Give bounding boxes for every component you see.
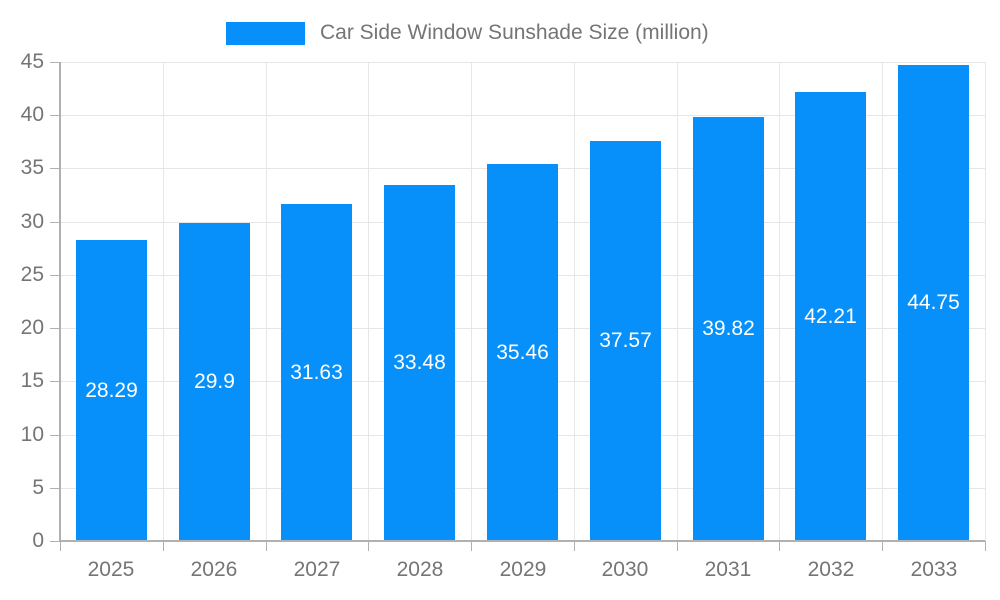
x-axis-tick: [368, 541, 369, 551]
bar-value-label: 37.57: [599, 329, 652, 352]
x-axis-tick: [163, 541, 164, 551]
legend[interactable]: Car Side Window Sunshade Size (million): [226, 21, 709, 45]
y-axis-tick: [50, 62, 60, 63]
y-tick-label: 45: [20, 50, 44, 73]
y-tick-label: 25: [20, 263, 44, 286]
y-gridline: [60, 62, 985, 63]
x-tick-label: 2032: [807, 558, 855, 581]
x-tick-label: 2031: [704, 558, 752, 581]
bar-value-label: 31.63: [290, 360, 343, 384]
x-axis-tick: [574, 541, 575, 551]
y-axis-line: [59, 62, 61, 541]
y-axis-tick: [50, 168, 60, 169]
x-tick-label: 2028: [396, 558, 444, 581]
y-tick-label: 40: [20, 103, 44, 126]
bar-value-label: 29.9: [194, 370, 235, 393]
bar-value-label: 42.21: [804, 304, 857, 328]
bar-value-label: 44.75: [907, 291, 960, 314]
y-gridline: [60, 115, 985, 116]
bar-value-label: 35.46: [496, 340, 549, 364]
x-axis-line: [59, 540, 985, 542]
bar-value-label: 33.48: [393, 351, 446, 374]
x-axis-tick: [985, 541, 986, 551]
x-gridline: [985, 62, 986, 541]
y-tick-label: 15: [20, 369, 44, 392]
y-axis-tick: [50, 222, 60, 223]
bar-2033[interactable]: 44.75: [898, 65, 969, 541]
y-axis-tick: [50, 381, 60, 382]
y-tick-label: 0: [32, 529, 44, 552]
x-axis-tick: [60, 541, 61, 551]
bar-2026[interactable]: 29.9: [179, 223, 250, 541]
x-gridline: [266, 62, 267, 541]
y-tick-label: 5: [32, 476, 44, 499]
y-axis-tick: [50, 328, 60, 329]
y-axis-tick: [50, 275, 60, 276]
x-axis-tick: [882, 541, 883, 551]
bar-value-label: 28.29: [85, 378, 138, 402]
x-tick-label: 2029: [499, 558, 547, 581]
x-tick-label: 2033: [910, 558, 958, 581]
x-gridline: [677, 62, 678, 541]
bar-2027[interactable]: 31.63: [281, 204, 352, 541]
x-tick-label: 2026: [190, 558, 238, 581]
x-axis-tick: [677, 541, 678, 551]
bar-value-label: 39.82: [702, 317, 755, 340]
x-gridline: [163, 62, 164, 541]
y-tick-label: 10: [20, 423, 44, 446]
y-axis-tick: [50, 115, 60, 116]
y-axis-tick: [50, 541, 60, 542]
y-tick-label: 20: [20, 316, 44, 339]
x-tick-label: 2027: [293, 558, 341, 581]
y-axis-tick: [50, 488, 60, 489]
x-gridline: [574, 62, 575, 541]
bar-2029[interactable]: 35.46: [487, 164, 558, 541]
y-tick-label: 35: [20, 156, 44, 179]
y-tick-label: 30: [20, 210, 44, 233]
x-gridline: [882, 62, 883, 541]
legend-swatch: [226, 21, 305, 45]
y-axis-tick: [50, 435, 60, 436]
x-axis-tick: [266, 541, 267, 551]
bar-2032[interactable]: 42.21: [795, 92, 866, 541]
x-gridline: [471, 62, 472, 541]
x-gridline: [368, 62, 369, 541]
x-axis-tick: [471, 541, 472, 551]
x-axis-tick: [779, 541, 780, 551]
bar-2028[interactable]: 33.48: [384, 185, 455, 541]
bar-2025[interactable]: 28.29: [76, 240, 147, 541]
legend-label: Car Side Window Sunshade Size (million): [320, 21, 709, 44]
x-gridline: [779, 62, 780, 541]
bar-2030[interactable]: 37.57: [590, 141, 661, 541]
x-tick-label: 2025: [87, 558, 135, 581]
x-tick-label: 2030: [601, 558, 649, 581]
bar-2031[interactable]: 39.82: [693, 117, 764, 541]
